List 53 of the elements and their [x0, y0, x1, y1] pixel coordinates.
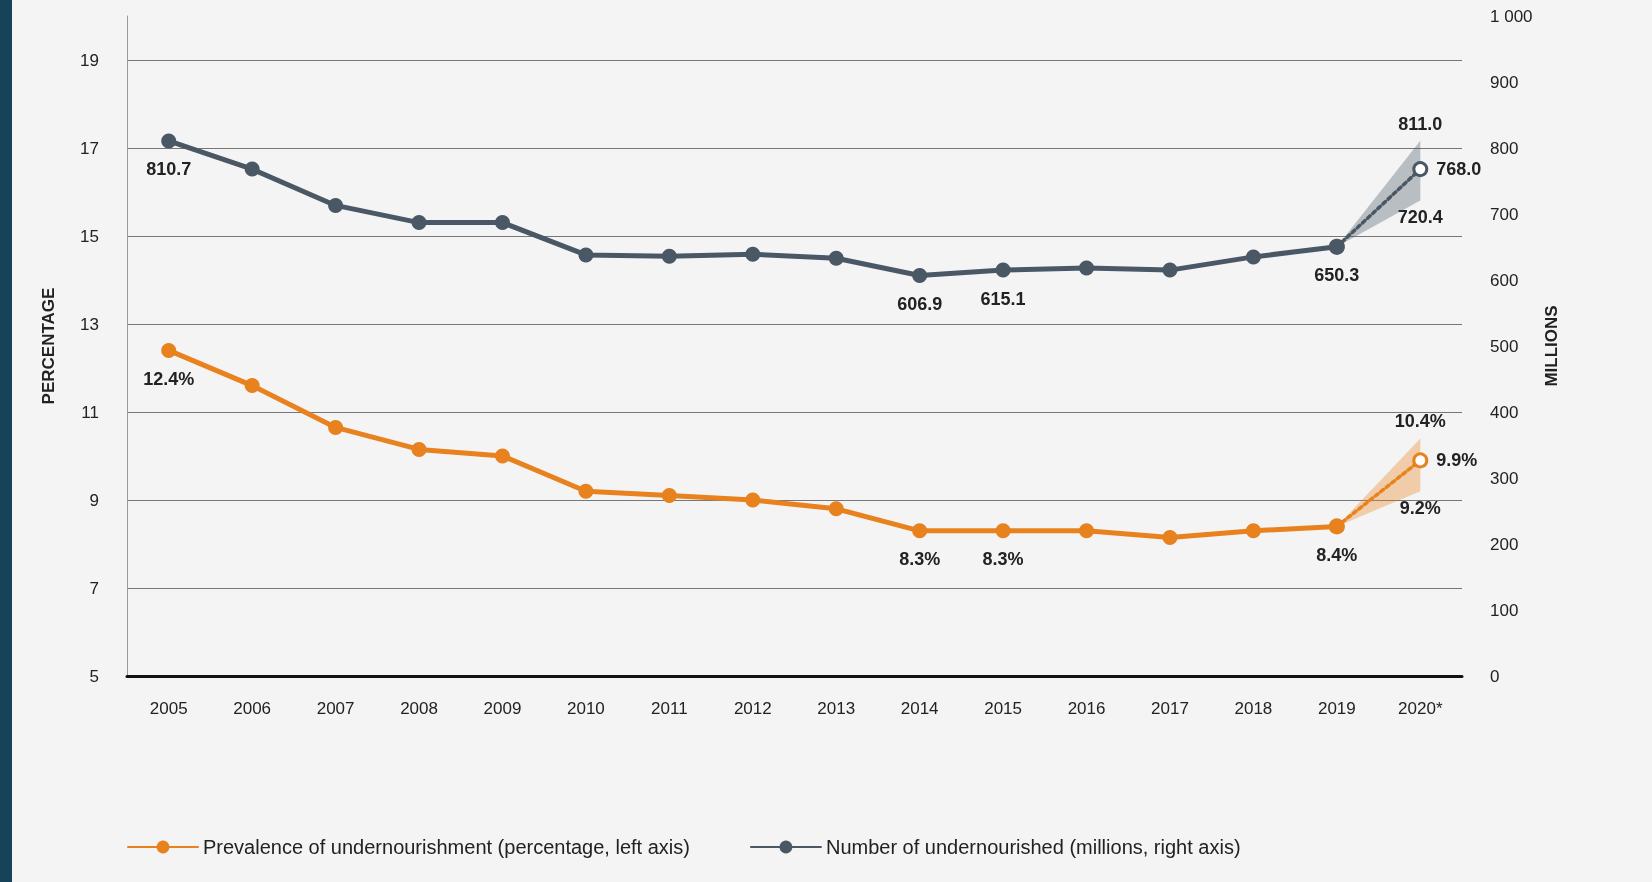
x-tick-label: 2010: [566, 699, 605, 718]
x-tick-label: 2016: [1067, 699, 1106, 718]
y-tick-label: 5: [89, 666, 99, 686]
x-tick-label: 2019: [1317, 699, 1356, 718]
y2-tick-label: 600: [1490, 270, 1519, 290]
y-tick-label: 9: [89, 490, 99, 510]
y-axis-title: PERCENTAGE: [39, 287, 58, 405]
y2-tick-label: 800: [1490, 138, 1519, 158]
y-tick-label: 7: [89, 578, 99, 598]
data-label: 8.3%: [899, 549, 941, 570]
data-label: 12.4%: [143, 368, 195, 389]
y2-tick-label: 100: [1490, 600, 1519, 620]
x-tick-label: 2017: [1151, 699, 1189, 718]
annotation: 720.4: [1397, 207, 1443, 228]
annotation: 10.4%: [1394, 411, 1446, 432]
y2-tick-label: 900: [1490, 72, 1519, 92]
y2-tick-label: 1 000: [1490, 6, 1533, 26]
y2-tick-label: 700: [1490, 204, 1519, 224]
data-label: 8.4%: [1316, 544, 1358, 565]
x-tick-label: 2009: [483, 699, 522, 718]
x-tick-label: 2005: [149, 699, 188, 718]
data-label: 8.3%: [982, 549, 1024, 570]
y2-tick-label: 200: [1490, 534, 1519, 554]
data-label: 810.7: [146, 159, 192, 180]
y2-tick-label: 400: [1490, 402, 1519, 422]
x-tick-label: 2006: [233, 699, 272, 718]
y-tick-label: 19: [80, 50, 99, 70]
data-label: 9.9%: [1436, 450, 1478, 471]
legend-label: Prevalence of undernourishment (percentage, left axis): [203, 836, 690, 858]
x-tick-label: 2020*: [1398, 699, 1443, 718]
x-tick-label: 2018: [1234, 699, 1273, 718]
x-tick-label: 2012: [733, 699, 772, 718]
x-tick-label: 2007: [316, 699, 355, 718]
y-tick-label: 15: [80, 226, 99, 246]
data-label: 615.1: [980, 288, 1026, 309]
y-tick-label: 17: [80, 138, 99, 158]
annotation: 811.0: [1398, 113, 1443, 134]
y-tick-label: 13: [80, 314, 99, 334]
data-label: 650.3: [1314, 265, 1360, 286]
data-label: 768.0: [1436, 159, 1482, 180]
y2-axis-title: MILLIONS: [1542, 305, 1562, 387]
y-tick-label: 11: [81, 402, 99, 422]
x-tick-label: 2008: [400, 699, 438, 718]
y2-tick-label: 0: [1490, 666, 1500, 686]
legend-label: Number of undernourished (millions, right axis): [825, 836, 1241, 858]
x-tick-label: 2011: [651, 699, 688, 718]
x-tick-label: 2014: [900, 699, 939, 718]
x-tick-label: 2013: [817, 699, 856, 718]
y2-tick-label: 300: [1490, 468, 1519, 488]
y2-tick-label: 500: [1490, 336, 1519, 356]
data-label: 606.9: [897, 293, 943, 314]
annotation: 9.2%: [1399, 498, 1441, 519]
x-tick-label: 2015: [984, 699, 1023, 718]
